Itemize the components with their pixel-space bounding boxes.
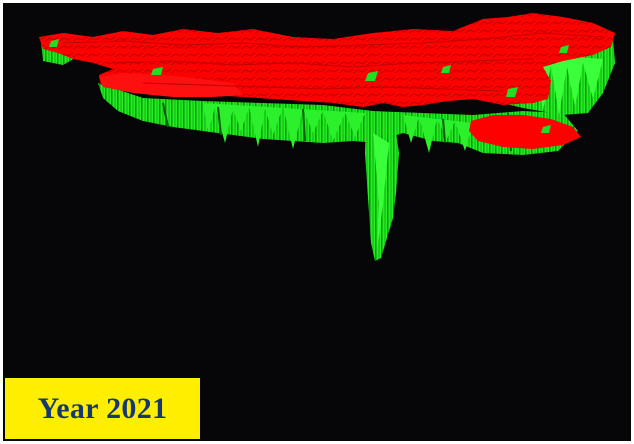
render-viewport (3, 3, 631, 441)
year-label-text: Year 2021 (37, 391, 168, 425)
top-surface (39, 13, 615, 149)
year-label-box: Year 2021 (5, 378, 200, 439)
3d-surface-render (39, 13, 615, 261)
